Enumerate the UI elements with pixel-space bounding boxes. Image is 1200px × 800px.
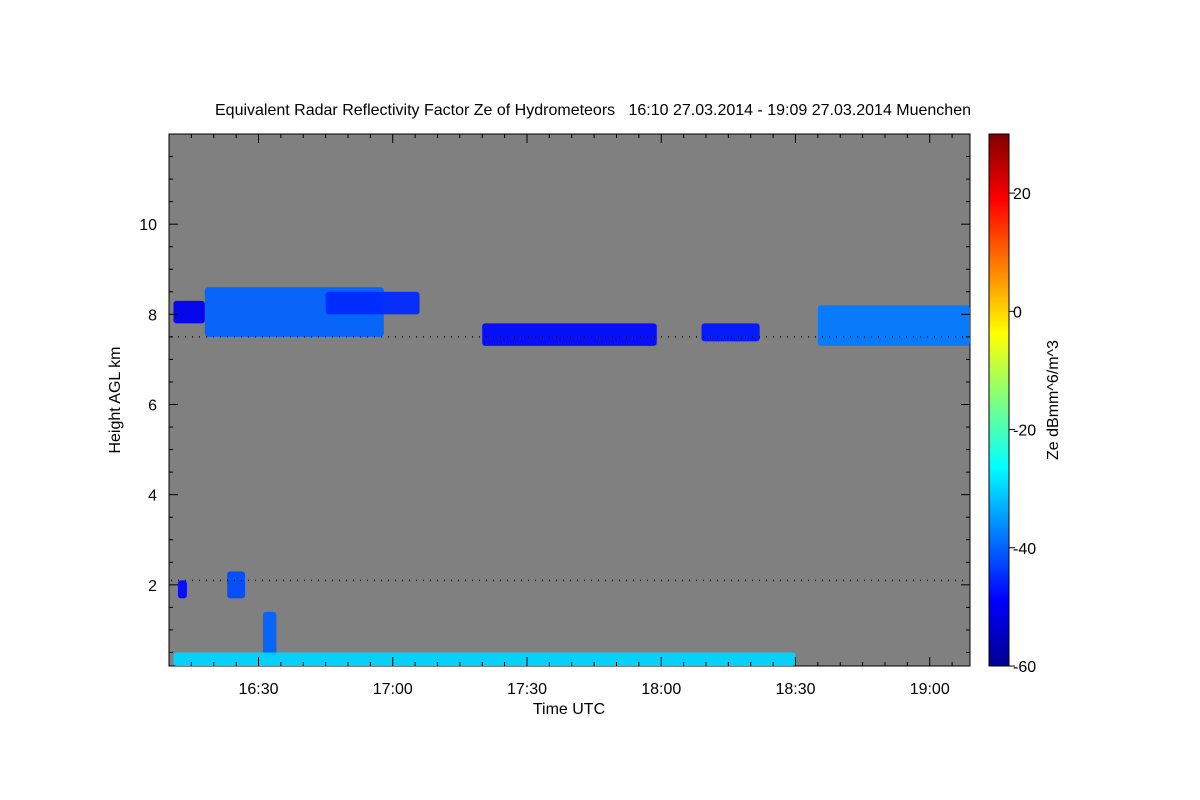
colorbar xyxy=(989,134,1009,666)
echo-cirrus-mid-band xyxy=(482,323,657,346)
colorbar-tick-label: -20 xyxy=(1013,423,1036,440)
echo-cirrus-thick-end xyxy=(818,305,970,346)
x-tick-label: 17:30 xyxy=(507,681,547,698)
colorbar-tick-label: 0 xyxy=(1013,304,1022,321)
colorbar-tick-label: -60 xyxy=(1013,659,1036,676)
chart-title: Equivalent Radar Reflectivity Factor Ze … xyxy=(215,102,971,119)
y-tick-label: 4 xyxy=(148,488,157,505)
x-tick-label: 19:00 xyxy=(910,681,950,698)
echo-cirrus-small-cells xyxy=(326,292,420,315)
echo-surface-clutter xyxy=(173,652,795,666)
colorbar-ticks: -60 -40 -20 0 20 xyxy=(1009,186,1036,676)
x-tick-label: 18:30 xyxy=(775,681,815,698)
chart-canvas: Equivalent Radar Reflectivity Factor Ze … xyxy=(0,0,1200,800)
echo-cirrus-left-edge xyxy=(173,301,204,324)
colorbar-tick-label: 20 xyxy=(1013,186,1031,203)
y-axis-label: Height AGL km xyxy=(107,346,124,453)
echo-low-cloud-1612 xyxy=(178,580,187,598)
y-tick-label: 8 xyxy=(148,307,157,324)
echo-cirrus-band-1815 xyxy=(702,323,760,341)
plot-area xyxy=(169,134,970,666)
y-tick-label: 2 xyxy=(148,578,157,595)
echo-low-streak-1633 xyxy=(263,612,276,657)
y-tick-label: 6 xyxy=(148,398,157,415)
y-tick-label: 10 xyxy=(139,217,157,234)
colorbar-tick-label: -40 xyxy=(1013,541,1036,558)
x-axis-label: Time UTC xyxy=(533,701,605,718)
colorbar-label: Ze dBmm^6/m^3 xyxy=(1045,340,1062,460)
x-tick-label: 17:00 xyxy=(373,681,413,698)
echo-low-cloud-1624 xyxy=(227,571,245,598)
x-tick-label: 18:00 xyxy=(641,681,681,698)
x-tick-label: 16:30 xyxy=(238,681,278,698)
